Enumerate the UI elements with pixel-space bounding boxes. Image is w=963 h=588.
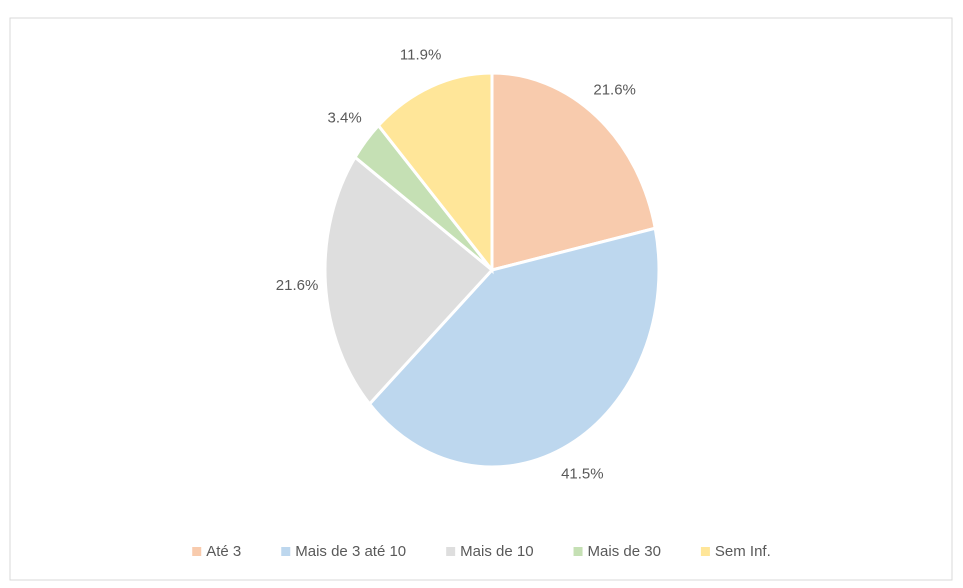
legend-label: Sem Inf. (715, 543, 771, 560)
legend-label: Mais de 10 (460, 543, 533, 560)
legend-swatch (573, 547, 583, 556)
legend-label: Mais de 3 até 10 (295, 543, 406, 560)
data-label: 41.5% (561, 465, 604, 482)
data-label: 11.9% (400, 46, 441, 63)
legend-label: Até 3 (206, 543, 241, 560)
legend-swatch (446, 547, 456, 556)
pie-slice (376, 71, 494, 275)
data-label: 21.6% (593, 82, 636, 99)
legend-swatch (192, 547, 202, 556)
pie-slice (323, 154, 495, 407)
data-label: 3.4% (328, 110, 362, 127)
legend-swatch (281, 547, 291, 556)
legend-swatch (700, 547, 710, 556)
legend-label: Mais de 30 (588, 543, 661, 560)
data-label: 21.6% (276, 277, 319, 294)
pie-slice (490, 71, 657, 272)
pie-slice (367, 226, 661, 469)
